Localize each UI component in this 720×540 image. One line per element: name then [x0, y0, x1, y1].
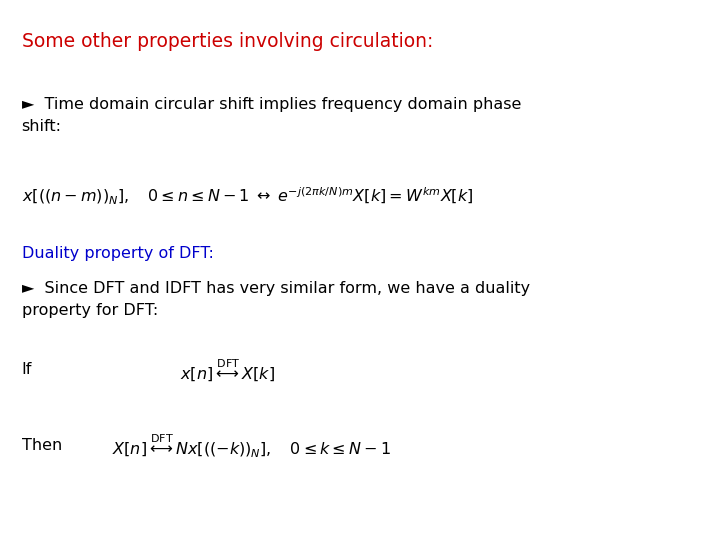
Text: $x[n] \overset{\mathrm{DFT}}{\longleftrightarrow} X[k]$: $x[n] \overset{\mathrm{DFT}}{\longleftri…	[180, 357, 275, 383]
Text: If: If	[22, 362, 32, 377]
Text: $x[((n-m))_N], \quad 0 \leq n \leq N-1 \;\leftrightarrow\; e^{-j(2\pi k/N)m}X[k]: $x[((n-m))_N], \quad 0 \leq n \leq N-1 \…	[22, 186, 473, 207]
Text: Duality property of DFT:: Duality property of DFT:	[22, 246, 213, 261]
Text: ►  Time domain circular shift implies frequency domain phase
shift:: ► Time domain circular shift implies fre…	[22, 97, 521, 134]
Text: Then: Then	[22, 438, 62, 453]
Text: ►  Since DFT and IDFT has very similar form, we have a duality
property for DFT:: ► Since DFT and IDFT has very similar fo…	[22, 281, 530, 318]
Text: Some other properties involving circulation:: Some other properties involving circulat…	[22, 32, 433, 51]
Text: $X[n] \overset{\mathrm{DFT}}{\longleftrightarrow} Nx[((-k))_N], \quad 0 \leq k \: $X[n] \overset{\mathrm{DFT}}{\longleftri…	[112, 432, 390, 459]
